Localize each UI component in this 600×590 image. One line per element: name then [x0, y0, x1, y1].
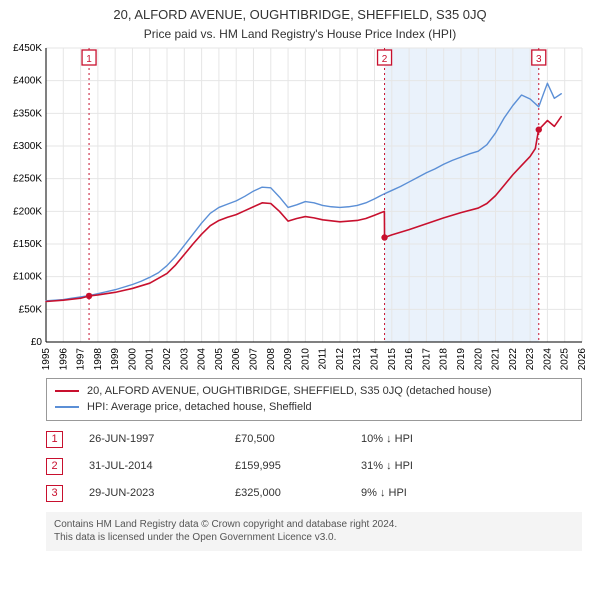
svg-text:1998: 1998	[93, 347, 104, 370]
chart-area: £0 £50K £100K £150K £200K £250K £300K £350K £400…	[0, 42, 600, 372]
chart-title: 20, ALFORD AVENUE, OUGHTIBRIDGE, SHEFFIE…	[0, 6, 600, 24]
svg-text:2022: 2022	[508, 347, 519, 370]
legend-item-property: 20, ALFORD AVENUE, OUGHTIBRIDGE, SHEFFIE…	[55, 383, 573, 400]
svg-text:£50K: £50K	[19, 304, 43, 315]
svg-text:2003: 2003	[179, 347, 190, 370]
transaction-delta: 9% ↓ HPI	[361, 487, 471, 499]
transaction-row: 1 26-JUN-1997 £70,500 10% ↓ HPI	[46, 431, 582, 448]
svg-text:2008: 2008	[266, 347, 277, 370]
svg-text:3: 3	[536, 54, 542, 65]
svg-text:1995: 1995	[41, 347, 52, 370]
svg-text:2005: 2005	[214, 347, 225, 370]
svg-text:2025: 2025	[560, 347, 571, 370]
transaction-delta: 31% ↓ HPI	[361, 460, 471, 472]
svg-text:2016: 2016	[404, 347, 415, 370]
transaction-price: £70,500	[235, 433, 335, 445]
transaction-price: £159,995	[235, 460, 335, 472]
transaction-badge: 1	[46, 431, 63, 448]
svg-text:2018: 2018	[439, 347, 450, 370]
chart-subtitle: Price paid vs. HM Land Registry's House …	[0, 26, 600, 42]
legend-swatch-hpi	[55, 406, 79, 408]
legend-label-hpi: HPI: Average price, detached house, Shef…	[87, 399, 312, 416]
svg-text:£100K: £100K	[13, 271, 42, 282]
svg-text:£450K: £450K	[13, 43, 42, 54]
svg-text:2004: 2004	[197, 347, 208, 370]
svg-text:£300K: £300K	[13, 141, 42, 152]
svg-text:£250K: £250K	[13, 173, 42, 184]
svg-text:2026: 2026	[577, 347, 588, 370]
credits-line-2: This data is licensed under the Open Gov…	[54, 531, 574, 545]
transaction-row: 2 31-JUL-2014 £159,995 31% ↓ HPI	[46, 458, 582, 475]
svg-text:£200K: £200K	[13, 206, 42, 217]
chart-svg: £0 £50K £100K £150K £200K £250K £300K £350K £400…	[0, 42, 600, 372]
svg-text:1: 1	[86, 54, 92, 65]
transaction-delta: 10% ↓ HPI	[361, 433, 471, 445]
svg-text:2009: 2009	[283, 347, 294, 370]
transaction-row: 3 29-JUN-2023 £325,000 9% ↓ HPI	[46, 485, 582, 502]
svg-text:2001: 2001	[145, 347, 156, 370]
svg-text:2014: 2014	[370, 347, 381, 370]
transaction-badge: 3	[46, 485, 63, 502]
svg-text:£0: £0	[31, 337, 43, 348]
transaction-date: 29-JUN-2023	[89, 487, 209, 499]
svg-text:£350K: £350K	[13, 108, 42, 119]
chart-container: 20, ALFORD AVENUE, OUGHTIBRIDGE, SHEFFIE…	[0, 0, 600, 590]
svg-text:£400K: £400K	[13, 75, 42, 86]
transaction-badge: 2	[46, 458, 63, 475]
svg-text:2019: 2019	[456, 347, 467, 370]
svg-text:2007: 2007	[248, 347, 259, 370]
transactions-table: 1 26-JUN-1997 £70,500 10% ↓ HPI 2 31-JUL…	[46, 431, 582, 502]
svg-text:2002: 2002	[162, 347, 173, 370]
legend-label-property: 20, ALFORD AVENUE, OUGHTIBRIDGE, SHEFFIE…	[87, 383, 492, 400]
transaction-date: 31-JUL-2014	[89, 460, 209, 472]
svg-text:2023: 2023	[525, 347, 536, 370]
transaction-price: £325,000	[235, 487, 335, 499]
svg-text:2: 2	[382, 54, 388, 65]
svg-text:2000: 2000	[127, 347, 138, 370]
svg-text:£150K: £150K	[13, 239, 42, 250]
legend: 20, ALFORD AVENUE, OUGHTIBRIDGE, SHEFFIE…	[46, 378, 582, 421]
legend-item-hpi: HPI: Average price, detached house, Shef…	[55, 399, 573, 416]
svg-text:2020: 2020	[473, 347, 484, 370]
credits-line-1: Contains HM Land Registry data © Crown c…	[54, 518, 574, 532]
svg-text:1999: 1999	[110, 347, 121, 370]
svg-text:2015: 2015	[387, 347, 398, 370]
titles: 20, ALFORD AVENUE, OUGHTIBRIDGE, SHEFFIE…	[0, 0, 600, 42]
svg-text:2013: 2013	[352, 347, 363, 370]
svg-text:2024: 2024	[542, 347, 553, 370]
svg-text:2006: 2006	[231, 347, 242, 370]
svg-text:1996: 1996	[58, 347, 69, 370]
svg-text:2012: 2012	[335, 347, 346, 370]
svg-text:1997: 1997	[76, 347, 87, 370]
svg-text:2017: 2017	[421, 347, 432, 370]
svg-text:2021: 2021	[491, 347, 502, 370]
svg-text:2011: 2011	[318, 347, 329, 369]
credits: Contains HM Land Registry data © Crown c…	[46, 512, 582, 551]
transaction-date: 26-JUN-1997	[89, 433, 209, 445]
legend-swatch-property	[55, 390, 79, 392]
svg-text:2010: 2010	[300, 347, 311, 370]
